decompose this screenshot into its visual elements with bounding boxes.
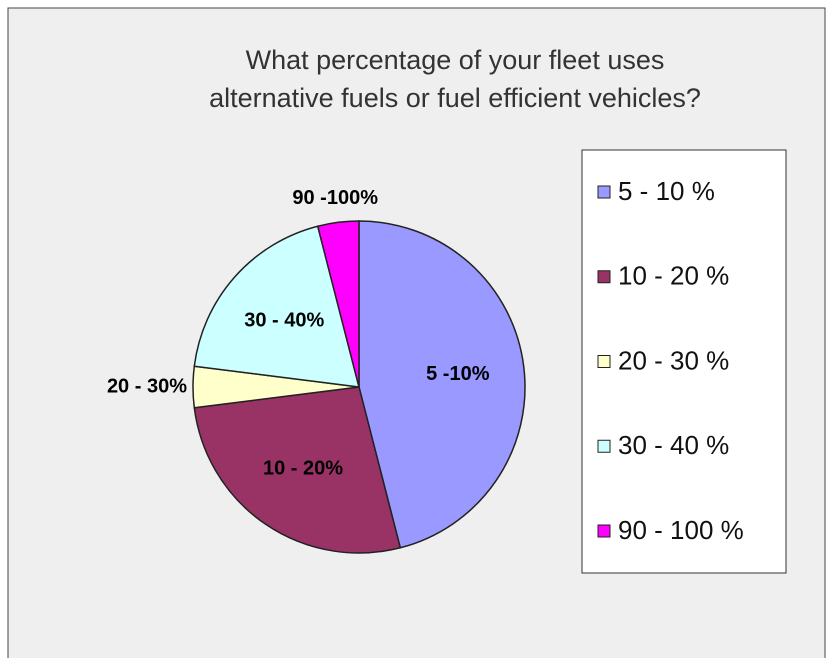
legend-text: 5 - 10 % <box>618 176 715 206</box>
pie-slice <box>193 386 402 554</box>
legend-swatch <box>597 355 611 368</box>
data-label: 5 -10% <box>426 363 490 385</box>
legend-swatch <box>597 270 611 284</box>
data-label: 10 - 20% <box>263 458 343 480</box>
data-label: 20 - 30% <box>107 375 187 397</box>
pie-slice <box>316 220 360 388</box>
legend-box <box>581 149 787 574</box>
legend-text: 30 - 40 % <box>618 430 729 460</box>
legend-text: 90 - 100 % <box>618 515 744 545</box>
data-label: 30 - 40% <box>244 309 324 331</box>
data-label: 90 -100% <box>292 187 378 209</box>
chart-title: alternative fuels or fuel efficient vehi… <box>209 83 701 113</box>
legend-text: 20 - 30 % <box>618 345 729 375</box>
legend-swatch <box>597 185 611 199</box>
legend-swatch <box>597 524 611 538</box>
pie-slice <box>358 220 526 549</box>
chart-title: What percentage of your fleet uses <box>246 45 665 75</box>
legend-swatch <box>597 439 611 453</box>
pie-slice <box>193 225 361 388</box>
legend-text: 10 - 20 % <box>618 261 729 291</box>
